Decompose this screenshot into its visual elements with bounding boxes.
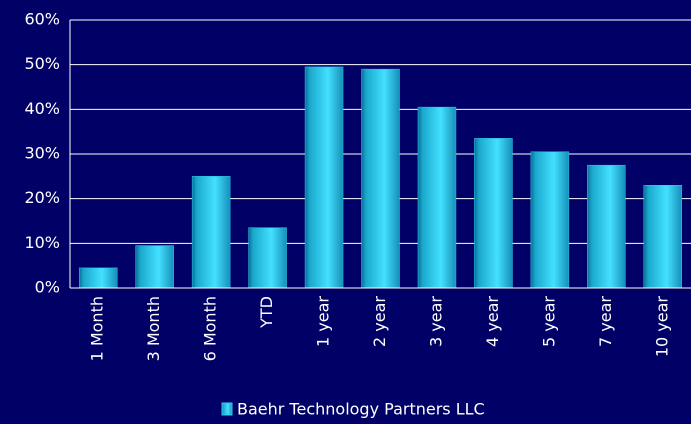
x-tick-label: 5 year: [539, 296, 558, 347]
bar: [304, 66, 344, 289]
x-tick-label: 1 year: [314, 296, 333, 347]
bar: [191, 176, 231, 289]
y-tick-label: 0%: [35, 278, 60, 297]
x-tick-label: 2 year: [370, 296, 389, 347]
x-tick-label: 6 Month: [201, 296, 220, 361]
x-tick-label: 10 year: [652, 296, 671, 358]
y-tick-label: 60%: [24, 10, 60, 29]
y-tick-label: 30%: [24, 144, 60, 163]
x-tick-label: 4 year: [483, 296, 502, 347]
bar: [474, 138, 513, 289]
bar: [248, 227, 287, 289]
bar: [417, 106, 457, 289]
x-tick-label: 3 Month: [144, 296, 163, 361]
y-tick-label: 10%: [24, 233, 60, 252]
x-tick-label: 3 year: [426, 296, 445, 347]
y-tick-label: 20%: [24, 188, 60, 207]
y-tick-label: 40%: [24, 99, 60, 118]
y-tick-label: 50%: [24, 54, 60, 73]
x-tick-label: YTD: [257, 296, 276, 329]
legend-label: Baehr Technology Partners LLC: [237, 400, 485, 419]
bar: [78, 267, 118, 289]
bar: [530, 151, 570, 289]
x-tick-label: 1 Month: [88, 296, 107, 361]
bar: [361, 68, 400, 289]
legend-swatch: [221, 402, 233, 416]
bar: [587, 164, 626, 289]
bar: [643, 185, 683, 289]
x-tick-label: 7 year: [596, 296, 615, 347]
bar: [135, 245, 174, 289]
